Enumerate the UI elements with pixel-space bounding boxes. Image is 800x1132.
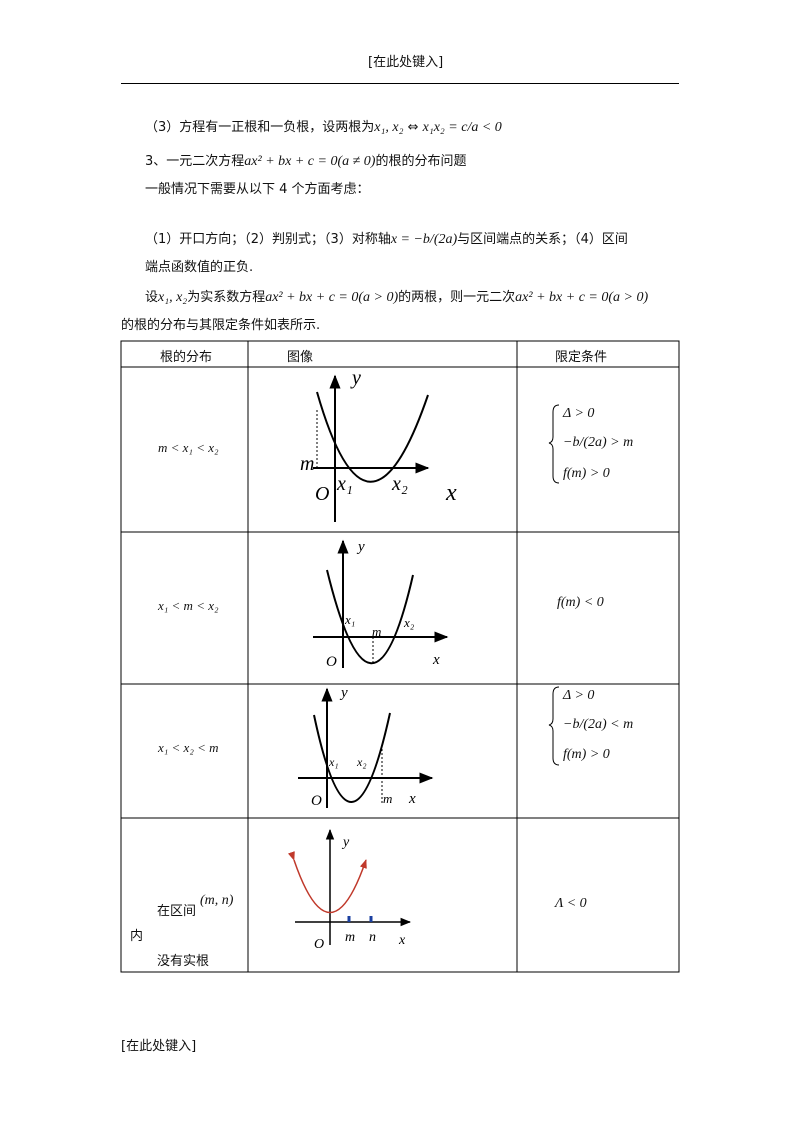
- label: x: [398, 933, 406, 948]
- paragraph: 一般情况下需要从以下 4 个方面考虑：: [145, 182, 370, 197]
- root-distribution: m < x₁ < x₂: [158, 440, 219, 455]
- text: 的两根，则一元二次: [398, 290, 516, 305]
- label: m: [300, 453, 314, 475]
- math: x₁, x₂: [158, 290, 188, 305]
- paragraph: （3）方程有一正根和一负根，设两根为x₁, x₂ ⇔ x₁x₂ = c/a < …: [145, 119, 502, 137]
- graph-labels: y x₁ m x₂ O x: [326, 539, 440, 670]
- text: （1）开口方向；（2）判别式；（3）对称轴: [145, 232, 391, 247]
- graph-labels: y m n O x: [314, 835, 406, 952]
- graph: [313, 374, 430, 522]
- label: y: [356, 539, 365, 555]
- table-grid: [120, 340, 680, 973]
- page-header: [在此处键入]: [368, 55, 444, 70]
- label: x₂: [391, 473, 408, 495]
- math: ax² + bx + c = 0(a ≠ 0): [244, 154, 376, 169]
- paragraph: 的根的分布与其限定条件如表所示.: [121, 318, 321, 333]
- brace: [548, 404, 560, 766]
- label: y: [341, 835, 350, 850]
- math: ax² + bx + c = 0(a > 0): [515, 290, 649, 305]
- text: 设: [145, 290, 159, 305]
- condition: f(m) < 0: [557, 595, 604, 610]
- condition: −b/(2a) < m: [563, 717, 634, 732]
- label: O: [315, 483, 329, 505]
- root-distribution: 在区间: [157, 904, 197, 919]
- text: ⇔: [403, 120, 423, 135]
- root-distribution: 没有实根: [157, 954, 210, 969]
- label: m: [372, 624, 381, 639]
- table-header: 图像: [287, 350, 314, 365]
- root-distribution: x₁ < x₂ < m: [158, 740, 219, 755]
- text: 3、一元二次方程: [145, 154, 245, 169]
- header-rule: [121, 83, 679, 84]
- paragraph: 设x₁, x₂为实系数方程ax² + bx + c = 0(a > 0)的两根，…: [145, 289, 648, 307]
- page-footer: [在此处键入]: [121, 1039, 197, 1054]
- graph: [287, 828, 412, 945]
- graph-labels: y x₁ x₂ O m x: [311, 685, 416, 809]
- label: O: [326, 654, 337, 670]
- label: O: [314, 937, 324, 952]
- label: y: [350, 367, 361, 389]
- root-distribution: x₁ < m < x₂: [158, 598, 219, 613]
- text: （3）方程有一正根和一负根，设两根为: [145, 120, 375, 135]
- text: 与区间端点的关系；（4）区间: [457, 232, 628, 247]
- label: n: [369, 930, 376, 945]
- table-header: 限定条件: [555, 350, 608, 365]
- label: x₁: [328, 755, 339, 769]
- label: y: [339, 685, 348, 701]
- label: m: [345, 930, 355, 945]
- paragraph: （1）开口方向；（2）判别式；（3）对称轴x = −b/(2a)与区间端点的关系…: [145, 231, 628, 249]
- paragraph: 3、一元二次方程ax² + bx + c = 0(a ≠ 0)的根的分布问题: [145, 153, 467, 171]
- label: x₁: [344, 612, 355, 627]
- math: x₁x₂ = c/a < 0: [422, 120, 502, 135]
- condition: Δ > 0: [563, 406, 595, 421]
- label: m: [383, 791, 392, 806]
- label: x: [408, 791, 416, 807]
- label: x₁: [336, 473, 353, 495]
- label: x₂: [356, 755, 367, 769]
- condition: f(m) > 0: [563, 466, 610, 481]
- root-distribution: (m, n): [200, 893, 234, 908]
- math: x = −b/(2a): [390, 232, 458, 247]
- label: x₂: [403, 615, 415, 630]
- table-header: 根的分布: [160, 350, 213, 365]
- label: x: [432, 652, 440, 668]
- math: x₁, x₂: [374, 120, 404, 135]
- condition: f(m) > 0: [563, 747, 610, 762]
- text: 的根的分布问题: [375, 154, 467, 169]
- condition: Λ < 0: [555, 896, 587, 911]
- paragraph: 端点函数值的正负.: [145, 260, 254, 275]
- condition: −b/(2a) > m: [563, 435, 634, 450]
- label: O: [311, 793, 322, 809]
- root-distribution: 内: [130, 929, 144, 944]
- graph-labels: y m O x₁ x₂ x: [300, 367, 457, 506]
- math: ax² + bx + c = 0(a > 0): [265, 290, 399, 305]
- graph: [313, 539, 449, 668]
- condition: Δ > 0: [563, 688, 595, 703]
- label: x: [445, 480, 457, 506]
- text: 为实系数方程: [187, 290, 266, 305]
- graph: [298, 687, 434, 808]
